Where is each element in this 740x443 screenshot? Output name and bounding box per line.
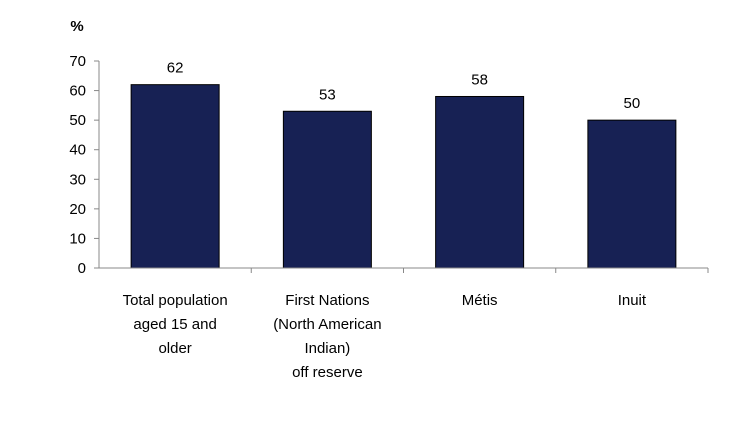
x-category-label: older [158, 340, 191, 357]
x-category-label: Métis [462, 292, 498, 309]
y-axis: 0 10 20 30 40 50 60 70 [69, 53, 100, 277]
bar [282, 110, 372, 269]
y-tick-label: 70 [69, 53, 86, 70]
x-category-label: (North American [273, 316, 381, 333]
x-category-label: First Nations [285, 292, 369, 309]
y-tick-label: 0 [78, 260, 86, 277]
bar [435, 95, 525, 269]
y-tick-label: 40 [69, 142, 86, 159]
y-tick-label: 60 [69, 83, 86, 100]
bar [130, 84, 220, 269]
y-tick-label: 20 [69, 201, 86, 218]
data-labels: 62 53 58 50 [167, 60, 640, 112]
bar-value-label: 58 [471, 71, 488, 88]
y-tick-label: 30 [69, 171, 86, 188]
x-category-label: Inuit [618, 292, 647, 309]
bar-value-label: 50 [624, 95, 641, 112]
x-category-label: Indian) [304, 340, 350, 357]
bar-value-label: 62 [167, 60, 184, 77]
bar [587, 119, 677, 269]
y-tick-label: 50 [69, 112, 86, 129]
y-tick-label: 10 [69, 230, 86, 247]
bars [130, 84, 677, 269]
x-category-label: aged 15 and [133, 316, 216, 333]
x-category-label: off reserve [292, 364, 363, 381]
bar-value-label: 53 [319, 86, 336, 103]
y-axis-label: % [70, 18, 83, 35]
x-axis: Total population aged 15 and older First Na… [99, 267, 709, 381]
x-category-label: Total population [123, 292, 228, 309]
